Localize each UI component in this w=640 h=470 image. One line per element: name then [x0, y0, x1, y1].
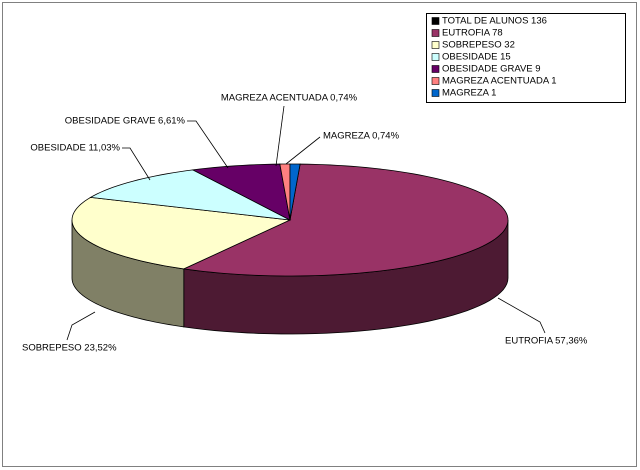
leader-line [275, 105, 285, 167]
legend-label: OBESIDADE 15 [442, 52, 511, 63]
legend-swatch [431, 53, 440, 61]
legend-label: MAGREZA 1 [442, 88, 496, 99]
legend-label: EUTROFIA 78 [442, 28, 503, 39]
slice [191, 163, 291, 221]
data-label: OBESIDADE 11,03% [30, 143, 120, 154]
leader-line [285, 136, 321, 165]
legend-swatch [431, 77, 440, 85]
slice [289, 163, 301, 221]
slice [71, 196, 292, 270]
legend-label: SOBREPESO 32 [442, 40, 515, 51]
data-label: MAGREZA 0,74% [323, 131, 400, 142]
legend-label: MAGREZA ACENTUADA 1 [442, 76, 557, 87]
data-label: MAGREZA ACENTUADA 0,74% [221, 93, 358, 104]
data-label: EUTROFIA 57,36% [505, 336, 588, 347]
leader-line [497, 297, 546, 334]
legend-swatch [431, 65, 440, 73]
legend-swatch [431, 29, 440, 37]
legend-swatch [431, 41, 440, 49]
slice [182, 163, 509, 277]
data-label: OBESIDADE GRAVE 6,61% [65, 116, 186, 127]
slice [89, 169, 291, 221]
legend-label: OBESIDADE GRAVE 9 [442, 64, 541, 75]
legend-box [426, 13, 626, 103]
legend-swatch [431, 17, 440, 25]
legend-label: TOTAL DE ALUNOS 136 [442, 16, 547, 27]
leader-line [66, 311, 96, 341]
legend-swatch [431, 89, 440, 97]
leader-line [187, 120, 229, 169]
data-label: SOBREPESO 23,52% [22, 343, 117, 354]
leader-line [122, 147, 151, 181]
